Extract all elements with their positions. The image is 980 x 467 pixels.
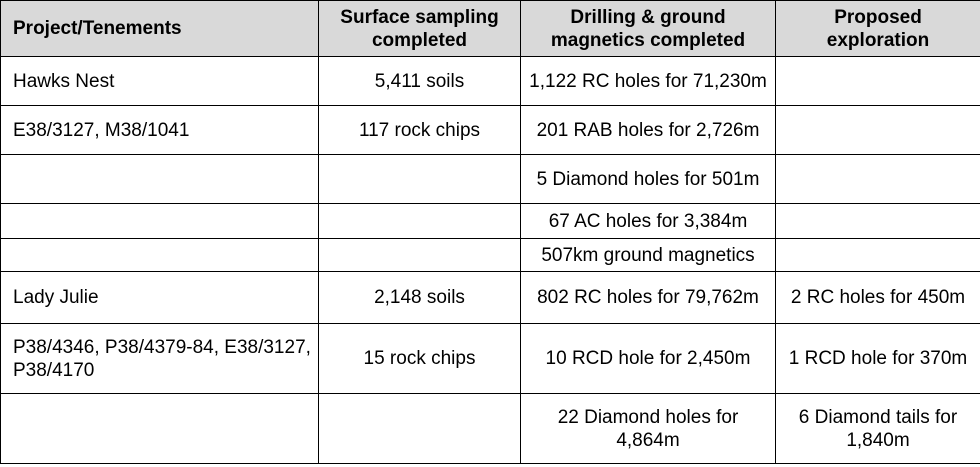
- cell-proposed: [775, 203, 980, 239]
- cell-surface: [318, 238, 521, 272]
- cell-surface: 2,148 soils: [318, 271, 521, 324]
- header-drilling: Drilling & ground magnetics completed: [520, 0, 776, 57]
- table-row: Lady Julie 2,148 soils 802 RC holes for …: [0, 271, 980, 324]
- cell-proposed: [775, 105, 980, 155]
- cell-project: E38/3127, M38/1041: [0, 105, 319, 155]
- header-row: Project/Tenements Surface sampling compl…: [0, 0, 980, 57]
- cell-proposed: 1 RCD hole for 370m: [775, 323, 980, 394]
- cell-proposed: 6 Diamond tails for 1,840m: [775, 393, 980, 464]
- table-row: 5 Diamond holes for 501m: [0, 154, 980, 204]
- table-row: 22 Diamond holes for 4,864m 6 Diamond ta…: [0, 393, 980, 464]
- cell-drilling: 22 Diamond holes for 4,864m: [520, 393, 776, 464]
- cell-surface: 15 rock chips: [318, 323, 521, 394]
- table-row: 507km ground magnetics: [0, 238, 980, 272]
- cell-proposed: [775, 238, 980, 272]
- cell-drilling: 507km ground magnetics: [520, 238, 776, 272]
- table-row: E38/3127, M38/1041 117 rock chips 201 RA…: [0, 105, 980, 155]
- cell-project: [0, 238, 319, 272]
- cell-surface: 5,411 soils: [318, 56, 521, 106]
- cell-proposed: [775, 56, 980, 106]
- cell-surface: [318, 393, 521, 464]
- cell-project: [0, 203, 319, 239]
- cell-drilling: 201 RAB holes for 2,726m: [520, 105, 776, 155]
- table-row: 67 AC holes for 3,384m: [0, 203, 980, 239]
- cell-drilling: 5 Diamond holes for 501m: [520, 154, 776, 204]
- header-surface-sampling: Surface sampling completed: [318, 0, 521, 57]
- cell-project: [0, 154, 319, 204]
- cell-project: [0, 393, 319, 464]
- cell-proposed: [775, 154, 980, 204]
- cell-project: Lady Julie: [0, 271, 319, 324]
- cell-surface: [318, 154, 521, 204]
- cell-drilling: 10 RCD hole for 2,450m: [520, 323, 776, 394]
- cell-surface: 117 rock chips: [318, 105, 521, 155]
- cell-project: P38/4346, P38/4379-84, E38/3127, P38/417…: [0, 323, 319, 394]
- cell-drilling: 1,122 RC holes for 71,230m: [520, 56, 776, 106]
- cell-project: Hawks Nest: [0, 56, 319, 106]
- header-project: Project/Tenements: [0, 0, 319, 57]
- cell-proposed: 2 RC holes for 450m: [775, 271, 980, 324]
- table-row: P38/4346, P38/4379-84, E38/3127, P38/417…: [0, 323, 980, 394]
- header-proposed: Proposed exploration: [775, 0, 980, 57]
- cell-drilling: 802 RC holes for 79,762m: [520, 271, 776, 324]
- cell-surface: [318, 203, 521, 239]
- table-row: Hawks Nest 5,411 soils 1,122 RC holes fo…: [0, 56, 980, 106]
- cell-drilling: 67 AC holes for 3,384m: [520, 203, 776, 239]
